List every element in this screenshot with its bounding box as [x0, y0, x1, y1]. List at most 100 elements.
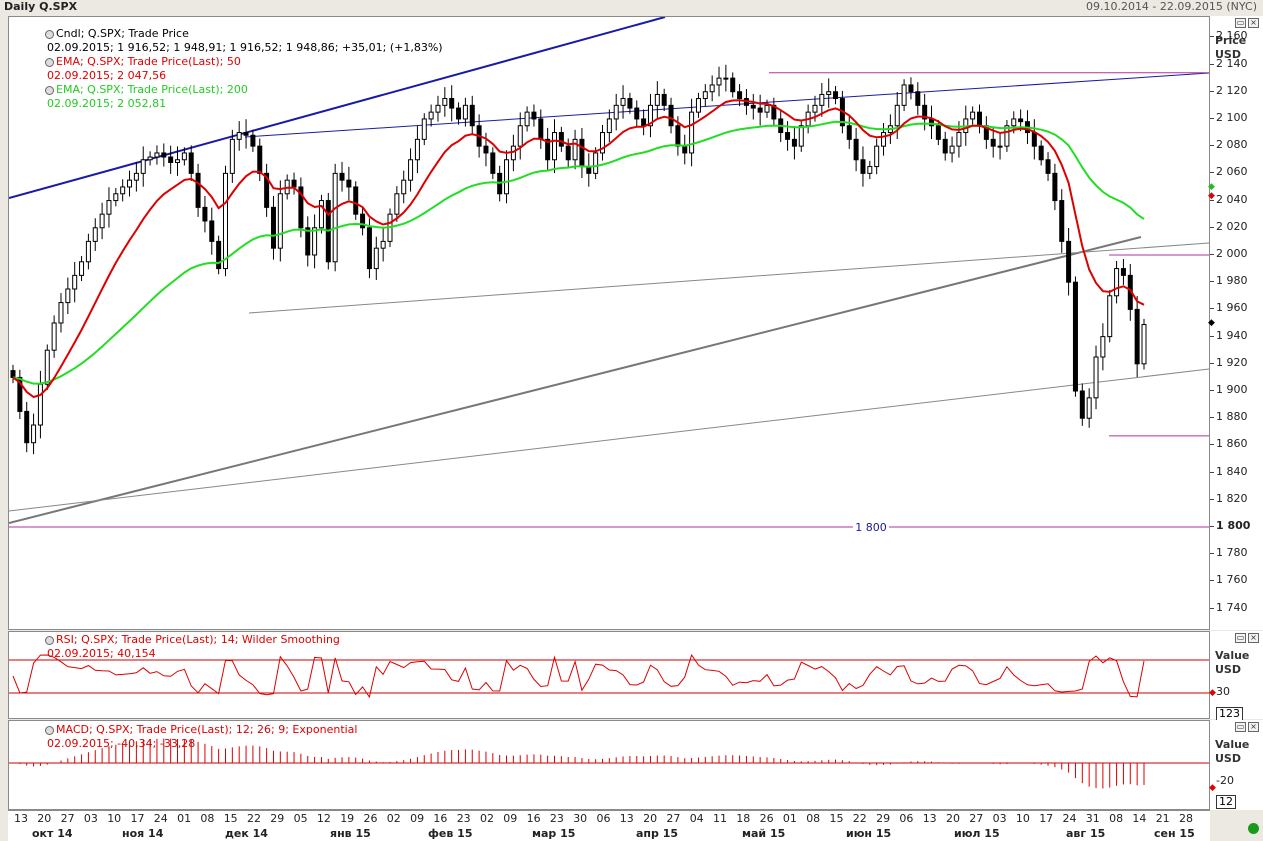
candle-body — [380, 240, 386, 249]
date-month-label: окт 14 — [32, 827, 73, 840]
close-icon[interactable]: × — [1248, 18, 1259, 28]
rsi-axis[interactable]: ▭ × Value USD 30 ◆ 123 — [1209, 631, 1263, 721]
candle-body — [44, 349, 50, 385]
candle-body — [949, 145, 955, 154]
macd-chart-svg[interactable] — [9, 721, 1209, 809]
candle-body — [339, 172, 345, 181]
price-tick-mark — [1210, 253, 1214, 255]
candle-body — [1018, 118, 1024, 123]
candle-body — [976, 111, 982, 127]
macd-axis[interactable]: ▭ × Value USD -20 ◆ 12 — [1209, 720, 1263, 810]
price-tick-mark — [1210, 444, 1214, 446]
macd-tick-neg20: -20 — [1216, 774, 1234, 787]
rsi-chart-svg[interactable] — [9, 632, 1209, 718]
candle-body — [181, 152, 187, 161]
candle-body — [168, 156, 174, 163]
candle-body — [161, 152, 167, 158]
ema50-line — [12, 99, 1145, 399]
series-toggle-icon[interactable] — [45, 635, 54, 645]
last-price-marker-icon: ◆ — [1208, 317, 1215, 328]
price-chart-svg[interactable]: 1 800 — [9, 17, 1209, 629]
date-axis[interactable]: 13 20 27 03 10 17 24 01 08 15 22 29 05 12 19 26 02 09 16 23… — [8, 810, 1210, 841]
date-day-label: 02 — [386, 812, 401, 825]
candle-body — [483, 145, 489, 154]
date-month-label: фев 15 — [428, 827, 473, 840]
candle-body — [277, 193, 283, 249]
price-tick-label: 2 060 — [1216, 165, 1248, 179]
candle-body — [92, 227, 98, 242]
candle-body — [702, 91, 708, 100]
price-tick-mark — [1210, 362, 1214, 364]
legend-candles: Cndl; Q.SPX; Trade Price 02.09.2015; 1 9… — [45, 27, 443, 55]
price-tick-label: 2 140 — [1216, 56, 1248, 70]
date-day-label: 30 — [573, 812, 588, 825]
candle-body — [1066, 240, 1072, 283]
close-icon[interactable]: × — [1248, 633, 1259, 643]
candle-body — [31, 424, 37, 444]
series-toggle-icon[interactable] — [45, 57, 54, 67]
price-tick-mark — [1210, 335, 1214, 337]
candle-body — [593, 152, 599, 174]
date-day-label: 03 — [83, 812, 98, 825]
date-day-label: 05 — [293, 812, 308, 825]
candle-body — [243, 132, 249, 136]
minimize-icon[interactable]: ▭ — [1235, 722, 1246, 732]
candle-body — [24, 410, 30, 444]
date-day-label: 29 — [270, 812, 285, 825]
candle-body — [517, 125, 523, 147]
close-icon[interactable]: × — [1248, 722, 1259, 732]
candle-body — [716, 77, 722, 86]
price-tick-mark — [1210, 199, 1214, 201]
candle-body — [990, 138, 996, 147]
candle-body — [414, 138, 420, 161]
candle-body — [737, 91, 743, 100]
candle-body — [202, 206, 208, 222]
price-tick-label: 2 080 — [1216, 138, 1248, 152]
candle-body — [1114, 268, 1120, 297]
macd-panel[interactable]: MACD; Q.SPX; Trade Price(Last); 12; 26; … — [8, 720, 1210, 810]
series-toggle-icon[interactable] — [45, 29, 54, 39]
candle-body — [695, 98, 701, 113]
trendline-gray-thick — [9, 236, 1142, 524]
minimize-icon[interactable]: ▭ — [1235, 18, 1246, 28]
horizontal-level-label: 1 800 — [855, 521, 887, 534]
price-axis[interactable]: ▭ × Price USD 2 160 2 140 2 120 2 100 2 080 2… — [1208, 16, 1263, 630]
candle-body — [545, 138, 551, 161]
series-toggle-icon[interactable] — [45, 85, 54, 95]
price-tick-label: 1 800 — [1216, 519, 1251, 533]
candle-body — [689, 111, 695, 154]
candle-body — [51, 322, 57, 351]
candle-body — [826, 91, 832, 95]
candle-body — [305, 227, 311, 256]
candle-body — [216, 240, 222, 270]
panel-window-buttons: ▭ × — [1235, 18, 1259, 28]
candle-body — [894, 104, 900, 127]
minimize-icon[interactable]: ▭ — [1235, 633, 1246, 643]
price-panel[interactable]: 1 800 Cndl; Q.SPX; Trade Price 02.09.201… — [8, 16, 1210, 630]
ema200-marker-icon: ◆ — [1208, 181, 1215, 192]
macd-marker-icon: ◆ — [1209, 783, 1216, 793]
candle-body — [853, 138, 859, 161]
price-axis-header: Price — [1215, 34, 1247, 47]
candle-body — [881, 132, 887, 147]
date-month-label: сен 15 — [1154, 827, 1195, 840]
candle-body — [572, 138, 578, 161]
date-day-label: 09 — [410, 812, 425, 825]
candle-body — [442, 98, 448, 106]
price-tick-mark — [1210, 471, 1214, 473]
candle-body — [661, 93, 667, 106]
candle-body — [1100, 336, 1106, 358]
date-day-label: 08 — [1109, 812, 1124, 825]
date-day-label: 23 — [456, 812, 471, 825]
rsi-panel[interactable]: RSI; Q.SPX; Trade Price(Last); 14; Wilde… — [8, 631, 1210, 719]
trendline-blue-thin — [244, 72, 1209, 138]
price-tick-label: 2 040 — [1216, 192, 1248, 206]
date-day-label: 01 — [782, 812, 797, 825]
candle-body — [318, 200, 324, 229]
panel-window-buttons: ▭ × — [1235, 633, 1259, 643]
date-day-label: 20 — [37, 812, 52, 825]
candle-body — [113, 193, 119, 202]
candle-body — [120, 186, 126, 195]
price-tick-mark — [1210, 63, 1214, 65]
series-toggle-icon[interactable] — [45, 725, 54, 735]
